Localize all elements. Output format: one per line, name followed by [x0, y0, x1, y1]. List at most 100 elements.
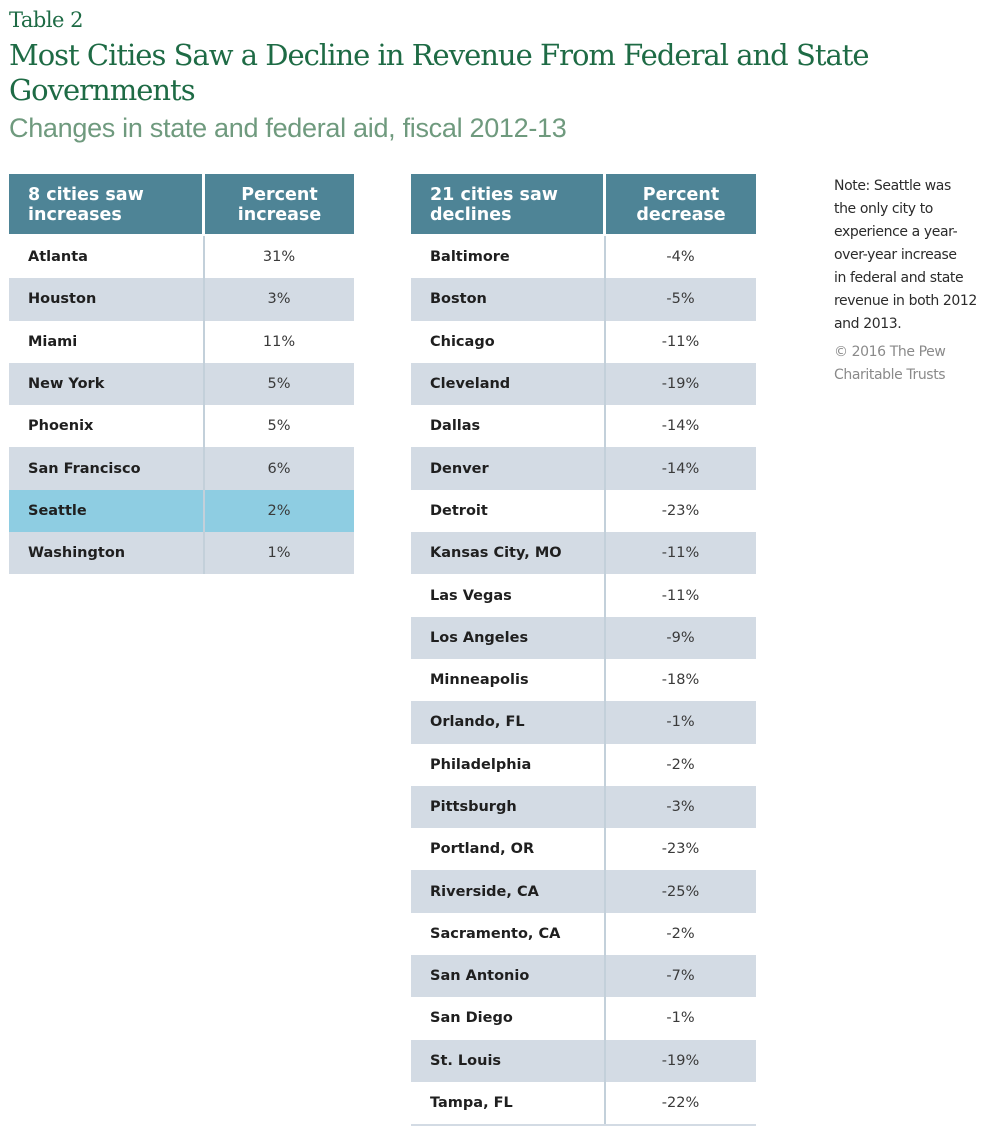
percent-value: -18%: [661, 672, 700, 689]
table-row: St. Louis -19%: [411, 1039, 756, 1082]
table-row: Dallas -14%: [411, 405, 756, 447]
table-row: Philadelphia -2%: [411, 744, 756, 786]
city-name: Pittsburgh: [430, 799, 517, 815]
table-row: Miami 11%: [9, 321, 354, 363]
table-row: Kansas City, MO -11%: [411, 532, 756, 575]
percent-value: -4%: [666, 249, 695, 266]
table-row: Pittsburgh -3%: [411, 785, 756, 829]
city-name: Riverside, CA: [430, 883, 539, 900]
percent-value: -1%: [666, 1010, 695, 1027]
percent-value: -19%: [661, 1052, 700, 1069]
table-row: Phoenix 5%: [9, 405, 354, 447]
table-row: Cleveland -19%: [411, 362, 756, 406]
city-name: Detroit: [430, 502, 488, 519]
table-row: Baltimore -4%: [411, 236, 756, 278]
table-row: Boston -5%: [411, 278, 756, 321]
percent-value: -14%: [661, 460, 700, 477]
declines-table-header: 21 cities saw declines Percent decrease: [411, 174, 756, 234]
percent-value: 31%: [262, 249, 296, 266]
city-name: Cleveland: [430, 376, 511, 393]
city-name: Minneapolis: [430, 672, 529, 689]
page-subtitle: Changes in state and federal aid, fiscal…: [9, 113, 567, 143]
percent-value: -25%: [661, 883, 700, 900]
city-name: Tampa, FL: [430, 1095, 513, 1112]
percent-value: -9%: [666, 629, 695, 646]
declines-table-body: Baltimore -4% Boston -5% Chicago -11% Clevelan…: [411, 236, 756, 1125]
percent-value: -22%: [661, 1095, 700, 1112]
column-divider: [604, 236, 606, 1125]
city-name: Dallas: [430, 418, 481, 435]
percent-value: -1%: [666, 714, 695, 731]
city-name: Seattle: [28, 502, 87, 519]
note-line: the only city to: [834, 201, 933, 217]
city-name: San Diego: [430, 1010, 513, 1027]
percent-value: 1%: [267, 545, 291, 562]
table-row: Sacramento, CA -2%: [411, 913, 756, 955]
percent-value: 5%: [267, 418, 291, 435]
declines-city-column-header: 21 cities saw declines: [411, 174, 603, 234]
city-name: Washington: [28, 545, 126, 562]
note-line: in federal and state: [834, 270, 964, 286]
percent-value: -2%: [666, 925, 695, 942]
city-name: Miami: [28, 333, 78, 350]
percent-value: 5%: [267, 376, 291, 393]
city-name: Orlando, FL: [430, 714, 525, 731]
city-name: Kansas City, MO: [430, 545, 562, 562]
percent-value: 2%: [267, 502, 291, 519]
city-name: Chicago: [430, 333, 495, 350]
table-row: Washington 1%: [9, 532, 354, 575]
declines-percent-column-header: Percent decrease: [606, 174, 756, 234]
credit-line: Charitable Trusts: [834, 367, 946, 383]
table-row: Denver -14%: [411, 447, 756, 490]
table-row: Las Vegas -11%: [411, 574, 756, 616]
increases-table-header: 8 cities saw increases Percent increase: [9, 174, 354, 234]
table-row: New York 5%: [9, 362, 354, 406]
table-row: Houston 3%: [9, 278, 354, 321]
table-row: San Antonio -7%: [411, 955, 756, 998]
percent-value: -5%: [666, 291, 695, 308]
percent-value: -14%: [661, 418, 700, 435]
note-line: over-year increase: [834, 247, 957, 263]
table-bottom-rule: [411, 1124, 756, 1127]
table-row: San Diego -1%: [411, 997, 756, 1039]
city-name: Sacramento, CA: [430, 925, 561, 942]
page-title: Most Cities Saw a Decline in Revenue Fro…: [9, 38, 870, 107]
percent-value: 3%: [267, 291, 291, 308]
percent-value: -3%: [666, 799, 695, 815]
city-name: Atlanta: [28, 249, 88, 266]
table-row: Orlando, FL -1%: [411, 701, 756, 744]
table-row: Tampa, FL -22%: [411, 1082, 756, 1124]
city-name: San Antonio: [430, 968, 530, 985]
percent-value: -2%: [666, 756, 695, 773]
percent-value: 11%: [262, 333, 296, 350]
city-name: Portland, OR: [430, 841, 535, 858]
note-line: and 2013.: [834, 316, 902, 332]
city-name: Baltimore: [430, 249, 510, 266]
table-row: Minneapolis -18%: [411, 659, 756, 701]
percent-value: -23%: [661, 502, 700, 519]
increases-table: 8 cities saw increases Percent increase …: [9, 174, 354, 575]
note-text: Note: Seattle was the only city to experie…: [834, 175, 984, 336]
note-line: experience a year-: [834, 224, 958, 240]
city-name: Boston: [430, 291, 487, 308]
city-name: New York: [28, 376, 105, 393]
city-name: Denver: [430, 460, 489, 477]
column-divider: [203, 236, 205, 575]
note-line: Note: Seattle was: [834, 178, 951, 194]
declines-table: 21 cities saw declines Percent decrease …: [411, 174, 756, 1127]
city-name: Houston: [28, 291, 97, 308]
table-row: Riverside, CA -25%: [411, 870, 756, 913]
city-name: Las Vegas: [430, 587, 512, 604]
percent-value: -11%: [661, 545, 700, 562]
city-name: Philadelphia: [430, 756, 532, 773]
percent-value: 6%: [267, 460, 291, 477]
table-row: San Francisco 6%: [9, 447, 354, 490]
percent-value: -11%: [661, 333, 700, 350]
percent-value: -23%: [661, 841, 700, 858]
table-label: Table 2: [9, 8, 84, 32]
increases-table-body: Atlanta 31% Houston 3% Miami 11% New York 5% Pho…: [9, 236, 354, 575]
city-name: San Francisco: [28, 460, 141, 477]
city-name: Phoenix: [28, 418, 94, 435]
table-row: Los Angeles -9%: [411, 616, 756, 659]
table-row: Portland, OR -23%: [411, 828, 756, 870]
